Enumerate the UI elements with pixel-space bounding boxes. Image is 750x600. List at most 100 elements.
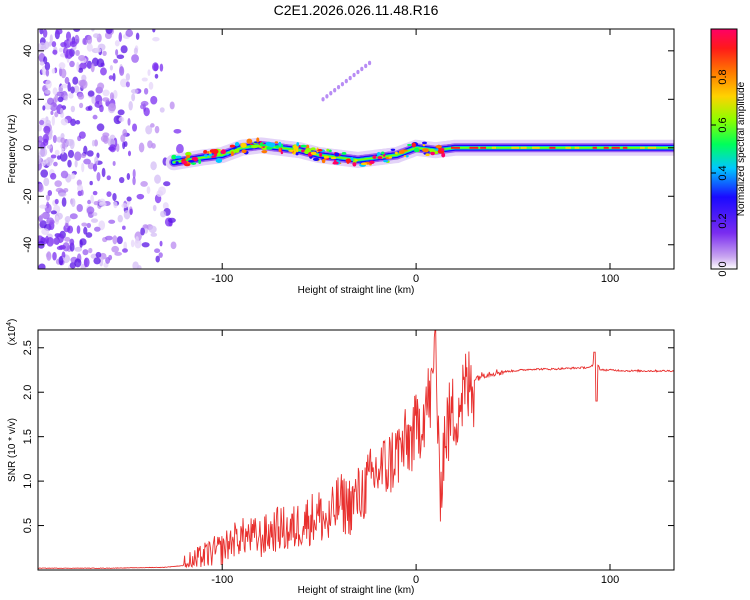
faint-streak-dot: [325, 94, 329, 99]
noise-speckle: [69, 213, 78, 220]
noise-speckle: [38, 183, 44, 193]
spectrogram-ticks: -100 0 100 -40 -20 0 20 40: [22, 29, 674, 285]
signal-blob: [261, 150, 268, 154]
noise-speckle: [72, 76, 79, 85]
signal-blob: [425, 153, 430, 157]
noise-speckle: [38, 124, 42, 132]
noise-speckle: [101, 167, 106, 178]
noise-speckle: [127, 117, 131, 126]
noise-speckle: [92, 33, 100, 39]
noise-speckle: [154, 174, 161, 184]
noise-speckle: [67, 159, 72, 168]
noise-speckle: [132, 169, 136, 179]
noise-speckle: [50, 210, 57, 215]
noise-speckle: [141, 77, 148, 82]
faint-streak-dot: [352, 72, 356, 78]
faint-streak-dot: [348, 75, 352, 81]
noise-speckle: [151, 142, 156, 149]
signal-blob: [328, 149, 332, 153]
noise-speckle: [95, 251, 102, 258]
noise-speckle: [58, 62, 66, 70]
noise-speckle: [47, 144, 53, 149]
colorbar: 0.0 0.2 0.4 0.6 0.8 Normalized spectral ampl…: [710, 28, 747, 277]
signal-peak-mark: [520, 146, 527, 149]
noise-speckle: [120, 45, 128, 54]
signal-peak-mark: [491, 146, 497, 149]
noise-speckle: [78, 79, 86, 87]
noise-speckle: [87, 105, 93, 111]
noise-speckle: [45, 69, 50, 77]
signal-peak-mark: [574, 146, 580, 149]
noise-speckle: [39, 119, 45, 126]
noise-speckle: [71, 198, 76, 208]
noise-speckle: [154, 73, 159, 79]
spectrogram-image: [38, 29, 674, 269]
noise-speckle: [123, 209, 131, 220]
signal-blob: [310, 151, 317, 155]
noise-speckle: [133, 47, 138, 55]
noise-speckle: [40, 169, 49, 178]
noise-speckle: [45, 130, 50, 136]
noise-speckle: [156, 190, 163, 198]
figure-title: C2E1.2026.026.11.48.R16: [274, 2, 439, 18]
noise-speckle: [152, 36, 160, 42]
noise-speckle: [87, 90, 95, 97]
noise-speckle: [128, 101, 133, 111]
snr-xtick-label: 0: [413, 574, 419, 586]
spectrogram-ytick-label: -40: [22, 237, 34, 253]
snr-frame: [37, 329, 675, 571]
spectrogram-x-label: Height of straight line (km): [298, 285, 415, 296]
noise-speckle: [106, 191, 112, 198]
noise-speckle: [122, 248, 128, 253]
signal-blob: [175, 155, 182, 159]
spectrogram-xtick-label: -100: [211, 273, 233, 285]
signal-blob: [422, 141, 427, 145]
colorbar-label: Normalized spectral amplitude: [736, 81, 747, 216]
signal-blob: [413, 147, 420, 153]
signal-blob: [234, 141, 240, 147]
noise-speckle: [79, 238, 87, 246]
noise-speckle: [74, 258, 82, 268]
noise-speckle: [58, 244, 66, 250]
snr-multiplier: (x104): [6, 319, 18, 346]
noise-speckle: [112, 72, 116, 82]
noise-speckle: [58, 256, 64, 266]
signal-blob: [275, 145, 280, 148]
noise-speckle: [52, 87, 58, 95]
noise-speckle: [112, 160, 116, 166]
noise-speckle: [154, 248, 161, 253]
noise-speckle: [69, 60, 75, 68]
noise-speckle: [173, 129, 182, 134]
signal-blob: [212, 149, 219, 154]
signal-blob: [186, 154, 191, 159]
noise-speckle: [132, 123, 138, 132]
noise-speckle: [83, 257, 90, 268]
colorbar-gradient: [710, 28, 738, 270]
signal-blob: [208, 153, 213, 157]
signal-blob: [403, 155, 407, 158]
signal-blob: [341, 152, 347, 155]
signal-blob: [241, 149, 247, 154]
noise-speckle: [153, 63, 159, 71]
noise-speckle: [82, 249, 89, 256]
noise-speckle: [109, 144, 117, 153]
noise-speckle: [65, 48, 73, 59]
noise-speckle: [43, 177, 50, 187]
noise-speckle: [43, 56, 48, 65]
noise-speckle: [60, 170, 69, 179]
noise-speckle: [55, 187, 64, 193]
noise-speckle: [52, 251, 57, 261]
signal-peak-mark: [532, 146, 540, 149]
noise-speckle: [73, 29, 81, 33]
noise-speckle: [145, 125, 153, 135]
colorbar-tick-label: 0.0: [717, 261, 729, 276]
noise-speckle: [53, 161, 58, 167]
noise-speckle: [112, 235, 118, 245]
noise-speckle: [83, 158, 91, 165]
noise-speckle: [176, 143, 184, 154]
noise-speckle: [76, 225, 81, 234]
noise-speckle: [140, 104, 146, 110]
noise-speckle: [80, 152, 87, 159]
noise-speckle: [38, 140, 44, 148]
